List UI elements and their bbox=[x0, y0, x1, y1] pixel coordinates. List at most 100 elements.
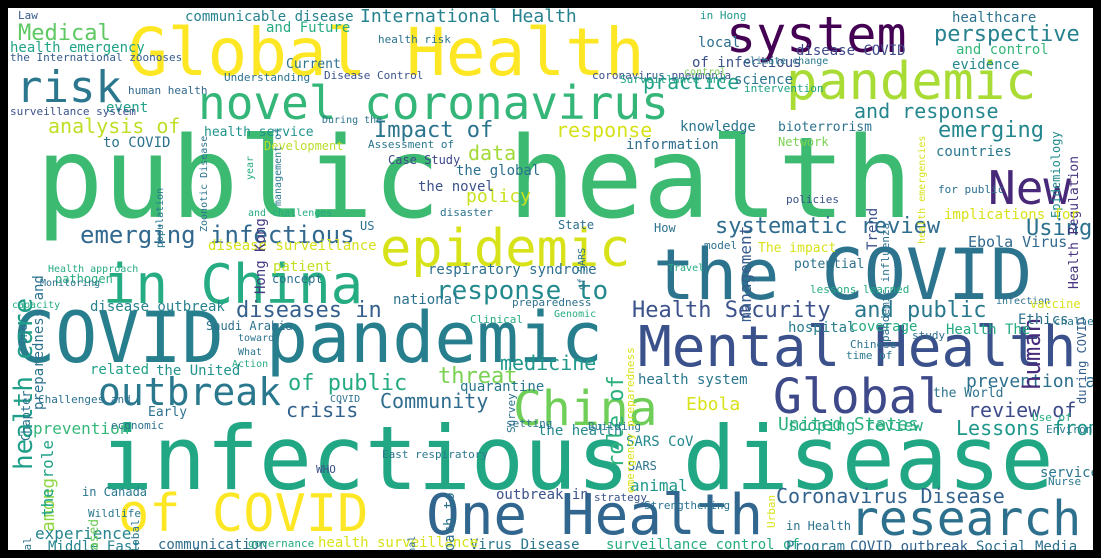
cloud-word: Middle East bbox=[48, 539, 141, 550]
cloud-word: Ebola bbox=[686, 394, 741, 415]
cloud-word: COVID pandemic bbox=[13, 297, 604, 379]
cloud-word: epidemic bbox=[380, 219, 631, 279]
cloud-word: of COVID bbox=[118, 484, 369, 544]
cloud-word: health emergencies bbox=[917, 135, 928, 244]
cloud-word: research bbox=[850, 491, 1082, 547]
cloud-word: Health Security bbox=[632, 298, 831, 323]
cloud-word: capacity bbox=[12, 300, 61, 311]
cloud-word: and challenges bbox=[248, 208, 333, 219]
cloud-word: Epidemiology bbox=[1049, 131, 1063, 219]
cloud-word: Use of bbox=[1032, 411, 1072, 424]
cloud-word: Strengthening bbox=[644, 499, 731, 512]
cloud-word: Challenges and bbox=[38, 393, 131, 406]
cloud-word: analysis of bbox=[48, 114, 181, 138]
cloud-word: Virus Disease bbox=[470, 537, 580, 550]
cloud-word: intervention bbox=[744, 82, 824, 95]
cloud-word: Assessment of bbox=[368, 138, 455, 151]
cloud-word: communicable disease bbox=[185, 9, 354, 25]
cloud-word: disease outbreak bbox=[90, 299, 225, 315]
cloud-word: countries bbox=[936, 144, 1012, 160]
cloud-word: Case Study bbox=[388, 153, 461, 167]
cloud-word: US bbox=[360, 219, 375, 233]
cloud-word: Mental Health bbox=[638, 315, 1077, 380]
cloud-word: control bbox=[684, 67, 727, 78]
cloud-word: Saudi Arabia bbox=[206, 319, 293, 333]
cloud-word: to COVID bbox=[103, 135, 171, 151]
cloud-word: preparedness and bbox=[31, 275, 47, 411]
cloud-word: of global bbox=[129, 519, 142, 550]
cloud-word: health risk bbox=[378, 33, 451, 46]
cloud-word: Medical bbox=[18, 21, 111, 46]
cloud-word: East respiratory bbox=[382, 448, 488, 461]
cloud-word: emerging infectious bbox=[80, 221, 355, 249]
cloud-word: Survey bbox=[505, 392, 518, 433]
cloud-word: Early bbox=[148, 405, 188, 420]
cloud-word: animal bbox=[630, 476, 688, 495]
cloud-word: Network bbox=[778, 135, 829, 149]
cloud-word: SARS bbox=[628, 459, 657, 473]
cloud-word: economic bbox=[111, 419, 164, 432]
cloud-word: Monitoring bbox=[40, 278, 101, 289]
cloud-word: Environmental bbox=[1046, 423, 1093, 436]
cloud-word: review of bbox=[968, 398, 1077, 422]
cloud-word: Chapter bbox=[19, 390, 33, 442]
cloud-word: Program bbox=[786, 539, 846, 550]
cloud-word: novel coronavirus bbox=[198, 76, 669, 130]
cloud-word: emergency preparedness bbox=[624, 347, 637, 494]
cloud-word: time of bbox=[846, 349, 893, 362]
cloud-word: Building bbox=[588, 420, 641, 433]
cloud-word: in Hong bbox=[700, 9, 747, 22]
cloud-word: health surveillance bbox=[318, 535, 479, 550]
cloud-word: concept bbox=[272, 272, 323, 286]
cloud-word: the global bbox=[456, 163, 541, 179]
cloud-word: the World bbox=[933, 386, 1004, 401]
cloud-word: International Health bbox=[360, 8, 577, 27]
cloud-word: emerging bbox=[938, 118, 1044, 143]
cloud-word: prevention bbox=[33, 419, 130, 438]
cloud-word: patient bbox=[273, 259, 333, 275]
cloud-word: health system bbox=[638, 372, 748, 388]
cloud-word: Surveillance and bbox=[620, 73, 726, 86]
cloud-word: disaster bbox=[440, 206, 493, 219]
cloud-word: scoping review bbox=[788, 416, 923, 435]
cloud-word: management bbox=[736, 225, 755, 322]
cloud-word: and control bbox=[956, 42, 1049, 58]
cloud-word: toward bbox=[238, 333, 275, 344]
cloud-word: WHO bbox=[316, 463, 336, 476]
cloud-word: the COVID bbox=[653, 234, 1033, 316]
cloud-word: International bbox=[407, 536, 418, 550]
cloud-word: potential bbox=[794, 257, 865, 272]
cloud-word: How bbox=[654, 221, 676, 235]
cloud-word: human health bbox=[128, 84, 208, 97]
cloud-word: coronavirus pneumonia bbox=[592, 69, 732, 82]
cloud-word: perspective bbox=[934, 22, 1080, 47]
cloud-word: and Future bbox=[266, 20, 351, 36]
cloud-word: coverage bbox=[850, 319, 918, 335]
cloud-word: model bbox=[704, 239, 738, 252]
cloud-word: Wildlife bbox=[88, 507, 141, 520]
cloud-word: respiratory syndrome bbox=[428, 262, 597, 278]
cloud-word: Travel bbox=[668, 263, 705, 274]
cloud-word: public health bbox=[36, 114, 913, 244]
cloud-word: healthcare bbox=[952, 10, 1037, 26]
cloud-word: Clinical bbox=[470, 313, 523, 326]
cloud-word: and response bbox=[854, 99, 999, 123]
cloud-word: surveillance control of bbox=[606, 537, 800, 550]
cloud-word: of infectious bbox=[692, 55, 802, 71]
cloud-word: threat bbox=[438, 364, 518, 389]
cloud-word: disease COVID bbox=[796, 43, 906, 59]
cloud-word: COVID bbox=[330, 394, 361, 405]
cloud-word: Coronavirus Disease bbox=[776, 484, 1005, 508]
cloud-word: strategy bbox=[594, 491, 647, 504]
cloud-word: systematic review bbox=[715, 214, 941, 239]
cloud-word: infection bbox=[996, 296, 1051, 307]
cloud-word: event bbox=[106, 100, 149, 116]
cloud-word: national bbox=[393, 292, 461, 308]
cloud-word: the novel bbox=[418, 179, 494, 195]
cloud-word: United States bbox=[778, 414, 919, 435]
cloud-word: year bbox=[245, 155, 256, 180]
cloud-word: What bbox=[238, 347, 263, 358]
cloud-word: service bbox=[1040, 465, 1093, 481]
cloud-word: lessons learned bbox=[810, 283, 910, 296]
cloud-word: Trend bbox=[865, 207, 881, 250]
